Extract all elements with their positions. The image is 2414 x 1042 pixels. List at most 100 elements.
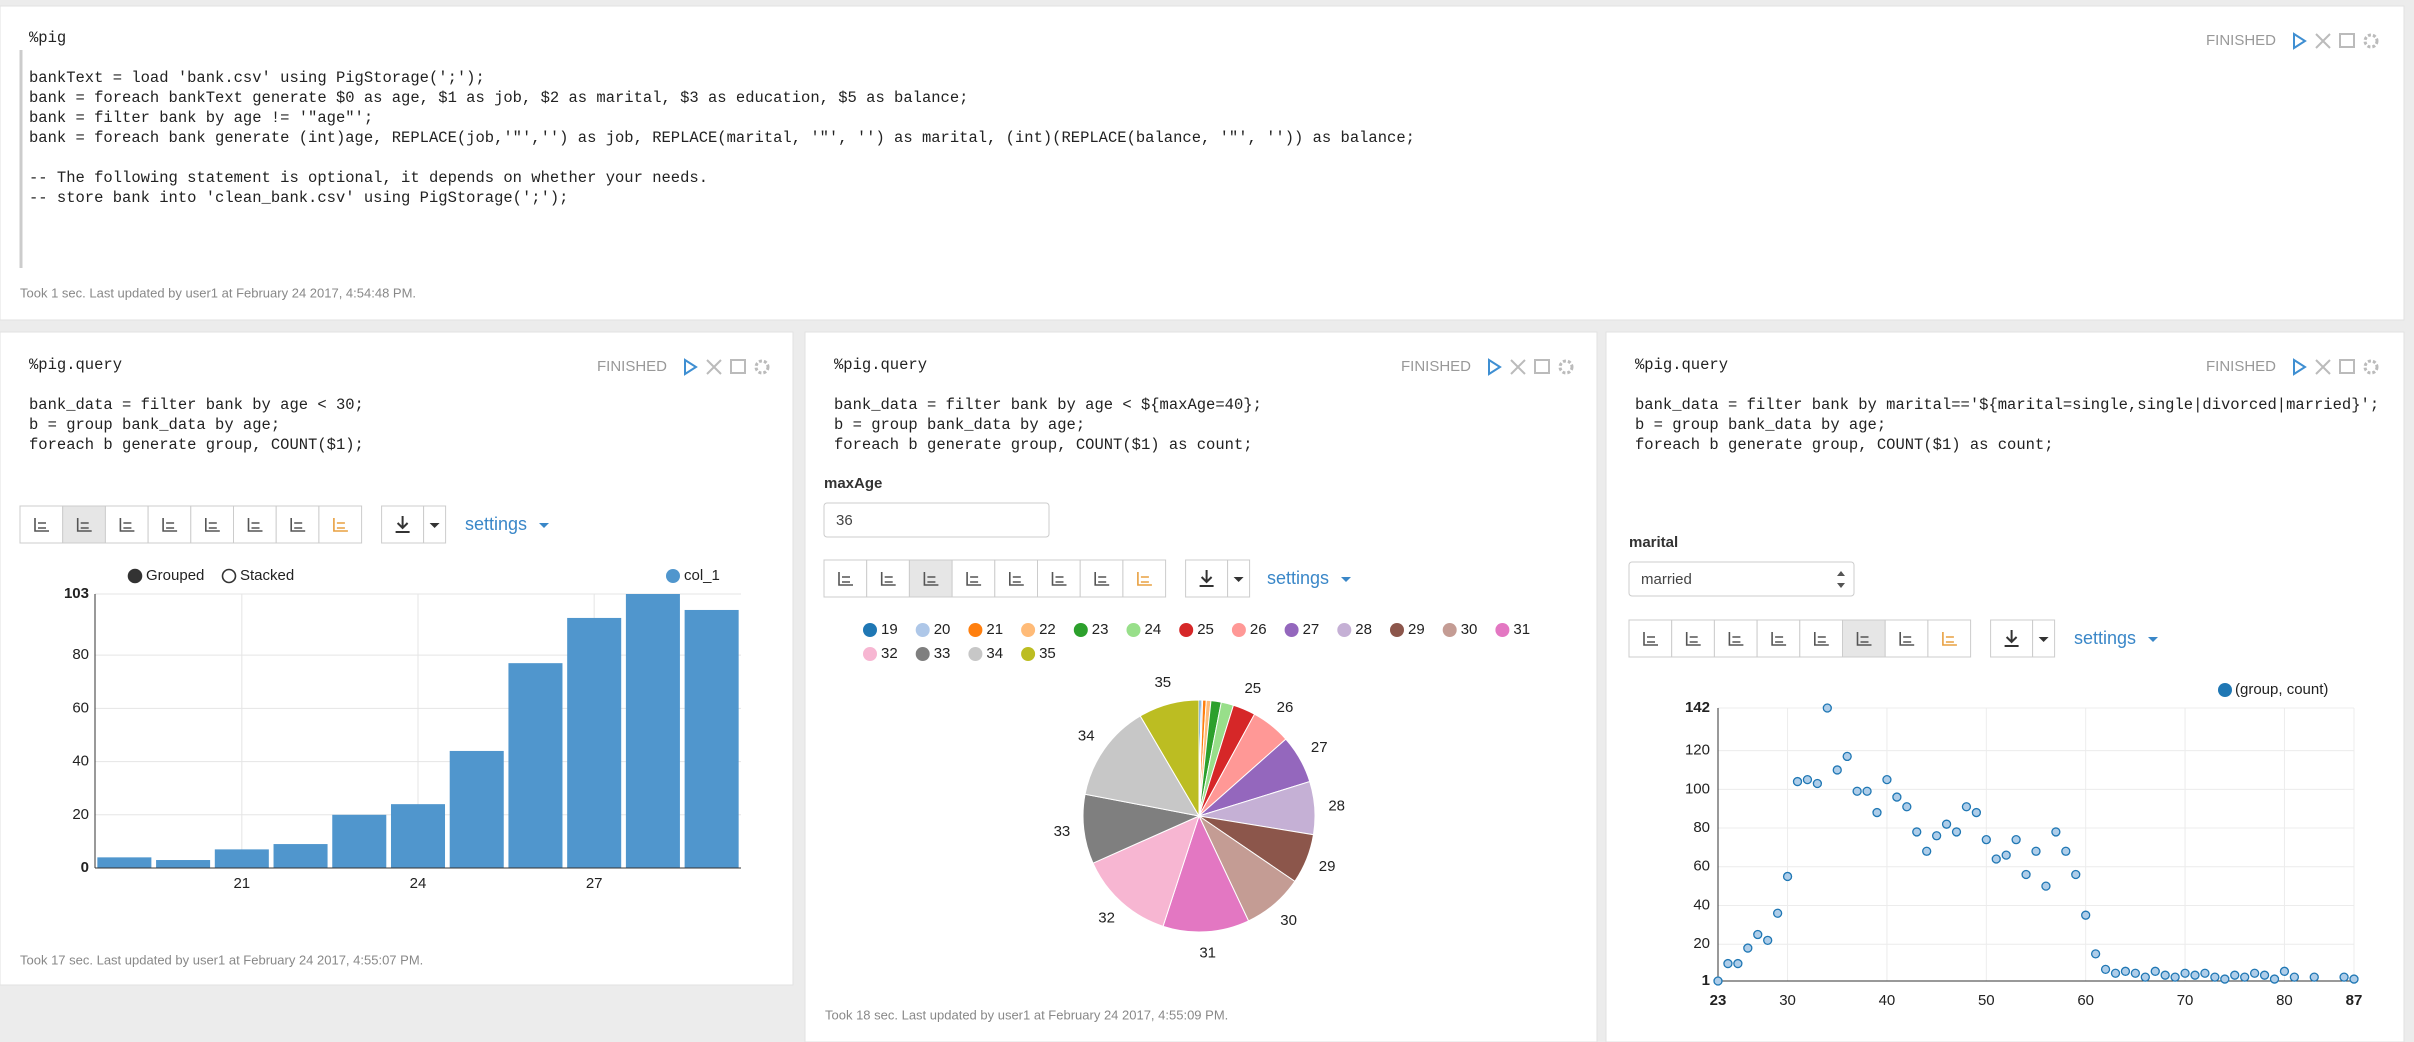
chart-type-button[interactable]: [1842, 619, 1886, 658]
scatter-point: [1912, 827, 1922, 837]
settings-button[interactable]: [2363, 33, 2379, 49]
code-line: b = group bank_data by age;: [1635, 416, 1886, 434]
scatter-point: [2190, 970, 2200, 980]
chart-type-button[interactable]: [951, 559, 996, 598]
settings-caret: [539, 523, 549, 528]
settings-button[interactable]: [1558, 359, 1574, 375]
scatter-point: [2090, 949, 2101, 959]
scatter-point: [2200, 968, 2210, 978]
chart-type-button[interactable]: [233, 505, 277, 544]
settings-link[interactable]: settings: [465, 514, 527, 534]
x-tick-label: 24: [410, 875, 427, 892]
legend-swatch[interactable]: [2218, 683, 2232, 697]
chart-type-button[interactable]: [62, 505, 106, 544]
run-button[interactable]: [2293, 32, 2307, 50]
button-icon: [247, 518, 263, 532]
hide-output-button[interactable]: [1534, 359, 1550, 374]
chart-type-button[interactable]: [1884, 619, 1929, 658]
settings-link[interactable]: settings: [2074, 628, 2136, 648]
chart-type-button[interactable]: [1927, 619, 1972, 658]
chart-type-button[interactable]: [190, 505, 235, 544]
slice-label: 29: [1319, 858, 1336, 875]
chart-type-button[interactable]: [1671, 619, 1715, 658]
hide-output-button[interactable]: [2339, 33, 2355, 48]
settings-button[interactable]: [754, 359, 770, 375]
chart-type-button[interactable]: [908, 559, 953, 598]
scatter-point: [2021, 869, 2031, 880]
hide-editor-button[interactable]: [2315, 33, 2331, 49]
legend-swatch[interactable]: [915, 623, 930, 637]
footer: Took 1 sec. Last updated by user1 at Feb…: [20, 285, 416, 300]
scatter-point: [1892, 792, 1902, 802]
chart-type-button[interactable]: [104, 505, 149, 544]
button-icon: [290, 518, 306, 532]
legend-swatch[interactable]: [968, 647, 983, 661]
form-input[interactable]: [1628, 561, 1855, 597]
chart-type-button[interactable]: [1799, 619, 1844, 658]
legend-label: 19: [881, 621, 898, 638]
chart-type-button[interactable]: [823, 559, 868, 598]
chart-type-button[interactable]: [19, 505, 64, 544]
legend-swatch[interactable]: [1179, 623, 1194, 637]
scatter-point: [2259, 970, 2270, 980]
legend-swatch[interactable]: [1021, 623, 1036, 637]
chart-type-button[interactable]: [1628, 619, 1673, 658]
chart-type-button[interactable]: [1713, 619, 1758, 658]
chart-type-button[interactable]: [1037, 559, 1081, 598]
form-input[interactable]: [823, 502, 1050, 538]
chart-type-button[interactable]: [318, 505, 363, 544]
download-icon: [1199, 570, 1214, 587]
hide-editor-button[interactable]: [1510, 359, 1526, 375]
bar: [449, 750, 504, 868]
chart-type-button[interactable]: [275, 505, 320, 544]
scatter-point: [1951, 827, 1962, 837]
bar: [156, 860, 211, 868]
button-icon: [162, 518, 178, 532]
code-line: %pig.query: [834, 356, 927, 374]
legend-swatch[interactable]: [863, 623, 877, 637]
button-icon: [838, 572, 853, 586]
legend-swatch[interactable]: [666, 569, 680, 583]
legend-label: 26: [1250, 621, 1267, 638]
run-button[interactable]: [684, 358, 698, 376]
settings-button[interactable]: [2363, 359, 2379, 375]
legend-swatch[interactable]: [968, 623, 983, 637]
run-button[interactable]: [1488, 358, 1502, 376]
hide-editor-button[interactable]: [706, 359, 722, 375]
legend-swatch[interactable]: [1390, 623, 1404, 637]
form-value: married: [1641, 571, 1692, 588]
mode-toggle[interactable]: [127, 568, 143, 584]
chart-type-button[interactable]: [147, 505, 192, 544]
chart-type-button[interactable]: [1079, 559, 1124, 598]
hide-output-button[interactable]: [730, 359, 746, 374]
chart-type-button[interactable]: [994, 559, 1038, 598]
scatter-point: [2279, 966, 2290, 976]
chart-type-button[interactable]: [866, 559, 910, 598]
button-icon: [1771, 632, 1787, 646]
legend-swatch[interactable]: [1021, 647, 1036, 661]
hide-output-button[interactable]: [2339, 359, 2355, 374]
scatter-point: [2170, 972, 2180, 982]
settings-link[interactable]: settings: [1267, 568, 1329, 588]
legend-swatch[interactable]: [915, 647, 930, 661]
button-icon: [1899, 632, 1915, 646]
legend-swatch[interactable]: [1337, 623, 1352, 637]
chart-type-button[interactable]: [1122, 559, 1167, 598]
scatter-point: [1782, 871, 1793, 882]
run-button[interactable]: [2293, 358, 2307, 376]
slice-label: 27: [1311, 739, 1328, 756]
legend-swatch[interactable]: [1284, 623, 1299, 637]
legend-swatch[interactable]: [863, 647, 877, 661]
legend-swatch[interactable]: [1442, 623, 1457, 637]
legend-swatch[interactable]: [1073, 623, 1088, 637]
legend-swatch[interactable]: [1231, 623, 1246, 637]
hide-editor-button[interactable]: [2315, 359, 2331, 375]
legend-swatch[interactable]: [1126, 623, 1141, 637]
code-line: bank_data = filter bank by marital=='${m…: [1635, 396, 2379, 414]
button-icon: [119, 518, 135, 532]
mode-toggle[interactable]: [221, 568, 237, 584]
x-tick-label: 50: [1978, 992, 1995, 1009]
legend-swatch[interactable]: [1495, 623, 1510, 637]
chart-type-button[interactable]: [1756, 619, 1801, 658]
